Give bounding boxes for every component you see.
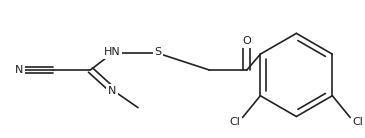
Text: HN: HN (104, 47, 120, 57)
Text: O: O (242, 36, 251, 46)
Text: S: S (154, 47, 161, 57)
Text: Cl: Cl (229, 117, 240, 128)
Text: Cl: Cl (353, 117, 364, 128)
Text: N: N (108, 86, 116, 96)
Text: N: N (15, 65, 23, 75)
